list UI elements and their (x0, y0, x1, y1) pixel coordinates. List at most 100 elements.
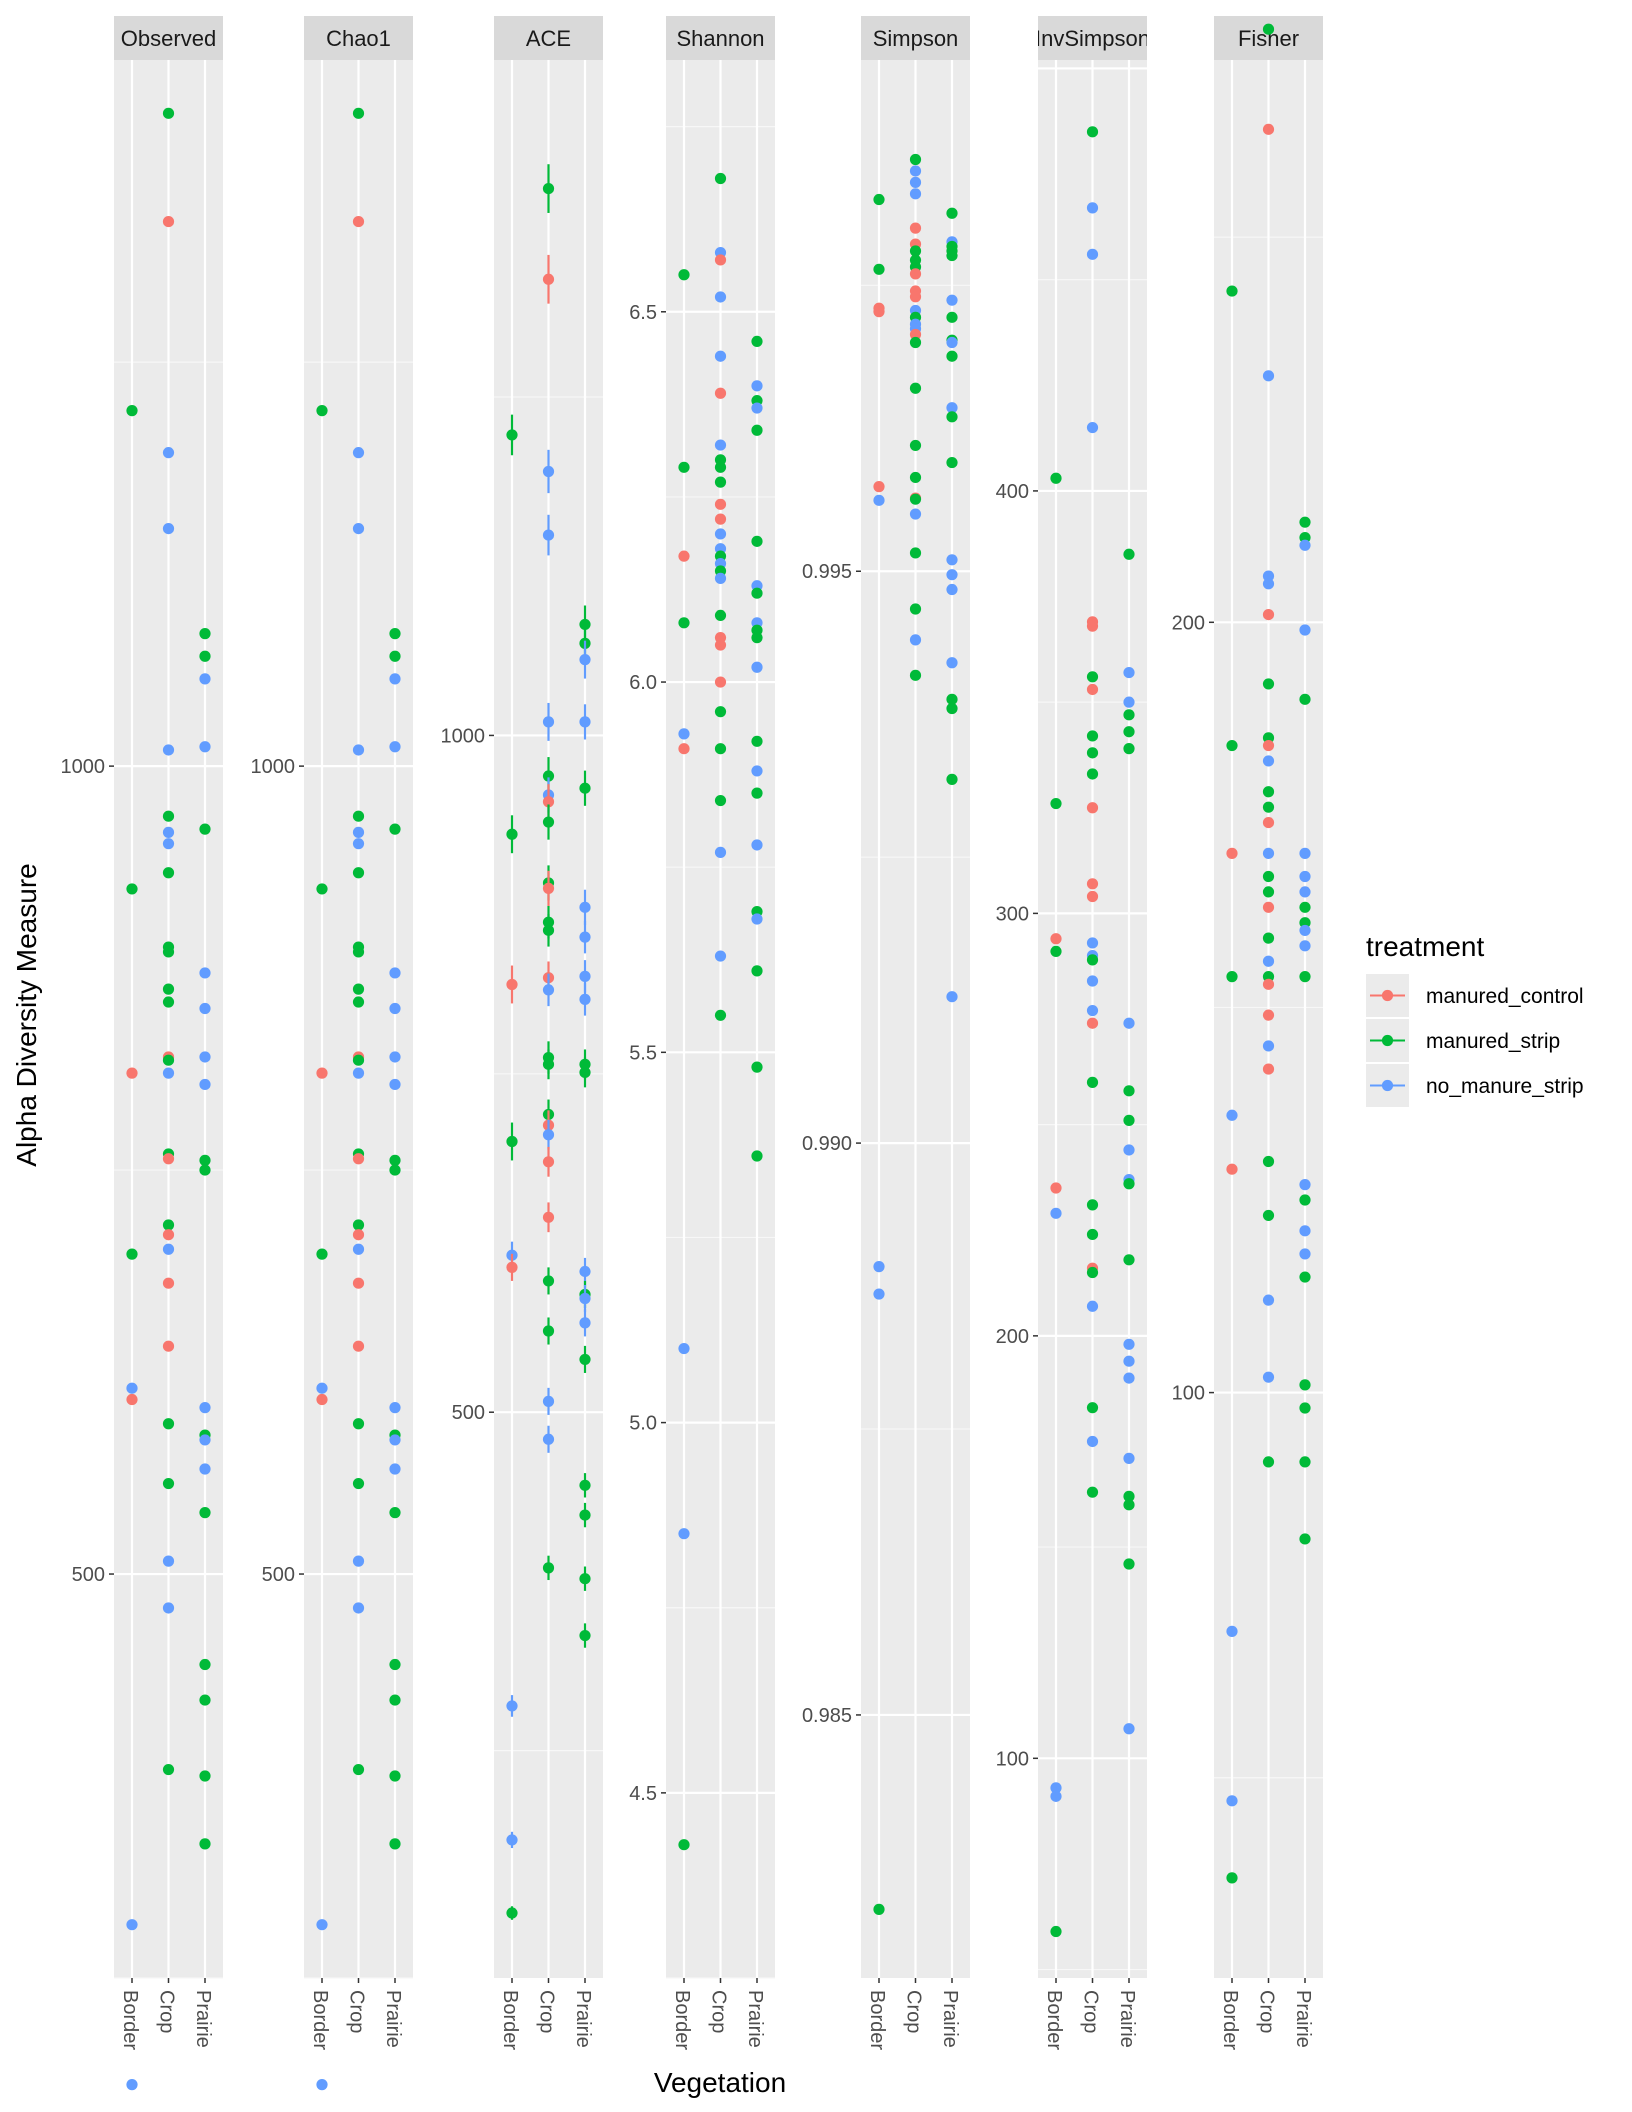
data-point-no-manure-strip (389, 1002, 401, 1015)
data-point-manured-strip (352, 1763, 365, 1776)
data-point-manured-strip (162, 810, 175, 822)
data-point-no-manure-strip (1299, 847, 1311, 859)
facet-strip (304, 16, 413, 60)
data-point-manured-control (1262, 901, 1275, 913)
data-point-manured-strip (1262, 23, 1275, 35)
data-point-no-manure-strip (678, 1342, 690, 1355)
data-point-no-manure-strip (946, 991, 958, 1003)
data-point-manured-strip (199, 1838, 211, 1850)
data-point-no-manure-strip (1262, 370, 1275, 382)
data-point-no-manure-strip (751, 661, 763, 673)
data-point-no-manure-strip (199, 673, 211, 685)
data-point-manured-strip (1226, 739, 1238, 752)
data-point-no-manure-strip (162, 744, 175, 756)
data-point-manured-control (909, 291, 922, 303)
data-point-manured-strip (579, 1509, 591, 1521)
data-point-no-manure-strip (1226, 1625, 1238, 1637)
data-point-manured-strip (352, 996, 365, 1008)
data-point-no-manure-strip (714, 528, 727, 540)
data-point-no-manure-strip (678, 1528, 690, 1540)
data-point-no-manure-strip (1299, 886, 1311, 898)
data-point-manured-strip (162, 946, 175, 958)
data-point-manured-strip (1086, 730, 1099, 742)
data-point-manured-control (1086, 683, 1099, 696)
data-point-manured-control (352, 1229, 365, 1241)
data-point-no-manure-strip (352, 1067, 365, 1079)
data-point-no-manure-strip (946, 554, 958, 566)
x-tick-label: Crop (903, 1990, 925, 2033)
y-tick-label: 1000 (251, 756, 296, 778)
data-point-manured-control (1226, 847, 1238, 859)
data-point-manured-strip (909, 603, 922, 615)
data-point-no-manure-strip (1299, 1179, 1311, 1191)
data-point-manured-strip (199, 650, 211, 662)
legend-item-no-manure-strip: no_manure_strip (1366, 1064, 1584, 1107)
data-point-manured-strip (199, 1154, 211, 1166)
data-point-manured-strip (162, 996, 175, 1008)
data-point-manured-strip (946, 773, 958, 785)
data-point-no-manure-strip (714, 572, 727, 584)
data-point-no-manure-strip (1123, 1144, 1135, 1156)
data-point-manured-strip (162, 1418, 175, 1430)
data-point-manured-strip (909, 153, 922, 166)
data-point-manured-control (1262, 816, 1275, 829)
data-point-no-manure-strip (316, 1919, 328, 1931)
data-point-manured-strip (162, 107, 175, 119)
panel-observed: Observed 500 1000 Border Crop Prairie (61, 16, 223, 2091)
data-point-no-manure-strip (162, 1602, 175, 1614)
data-point-no-manure-strip (162, 447, 175, 459)
data-point-manured-strip (1299, 1194, 1311, 1206)
data-point-manured-control (162, 1153, 175, 1165)
data-point-no-manure-strip (1262, 1371, 1275, 1383)
data-point-manured-strip (1123, 726, 1135, 738)
y-tick-label: 200 (996, 1326, 1029, 1348)
data-point-no-manure-strip (199, 741, 211, 753)
data-point-manured-control (714, 254, 727, 266)
data-point-no-manure-strip (199, 1002, 211, 1015)
y-tick-label: 0.985 (802, 1705, 852, 1727)
data-point-manured-strip (389, 1694, 401, 1706)
data-point-no-manure-strip (352, 838, 365, 850)
y-tick-label: 6.0 (629, 672, 657, 694)
legend-key-point (1381, 989, 1394, 1002)
data-point-manured-control (126, 1067, 138, 1079)
data-point-no-manure-strip (1086, 1004, 1099, 1017)
x-tick-label: Border (671, 1990, 693, 2050)
data-point-manured-strip (909, 471, 922, 484)
data-point-manured-strip (946, 207, 958, 219)
data-point-manured-strip (873, 1903, 885, 1915)
data-point-manured-control (542, 882, 555, 894)
data-point-manured-strip (1299, 531, 1311, 544)
data-point-no-manure-strip (1050, 1782, 1062, 1794)
y-tick-label: 5.5 (629, 1042, 657, 1064)
data-point-manured-strip (1299, 917, 1311, 929)
data-point-manured-strip (1262, 1209, 1275, 1222)
data-point-no-manure-strip (678, 728, 690, 740)
data-point-no-manure-strip (1262, 1294, 1275, 1306)
facet-label: ACE (526, 26, 571, 51)
data-point-no-manure-strip (199, 1051, 211, 1063)
data-point-no-manure-strip (1123, 1452, 1135, 1464)
data-point-manured-strip (714, 743, 727, 755)
data-point-manured-control (542, 1211, 555, 1223)
data-point-no-manure-strip (1123, 696, 1135, 708)
data-point-no-manure-strip (352, 826, 365, 838)
data-point-manured-strip (909, 493, 922, 505)
data-point-manured-control (909, 222, 922, 234)
data-point-manured-strip (714, 1009, 727, 1021)
data-point-no-manure-strip (1262, 847, 1275, 859)
data-point-no-manure-strip (873, 1288, 885, 1300)
data-point-manured-strip (352, 1054, 365, 1066)
data-point-manured-strip (946, 693, 958, 705)
data-point-manured-control (352, 1153, 365, 1165)
data-point-no-manure-strip (1123, 666, 1135, 679)
data-point-manured-control (1086, 890, 1099, 903)
data-point-manured-control (873, 306, 885, 318)
data-point-manured-strip (946, 456, 958, 469)
data-point-manured-control (352, 215, 365, 228)
facet-label: InvSimpson (1035, 26, 1150, 51)
data-point-manured-strip (714, 461, 727, 473)
data-point-no-manure-strip (714, 439, 727, 451)
data-point-manured-strip (162, 867, 175, 879)
legend-key-point (1381, 1079, 1394, 1092)
